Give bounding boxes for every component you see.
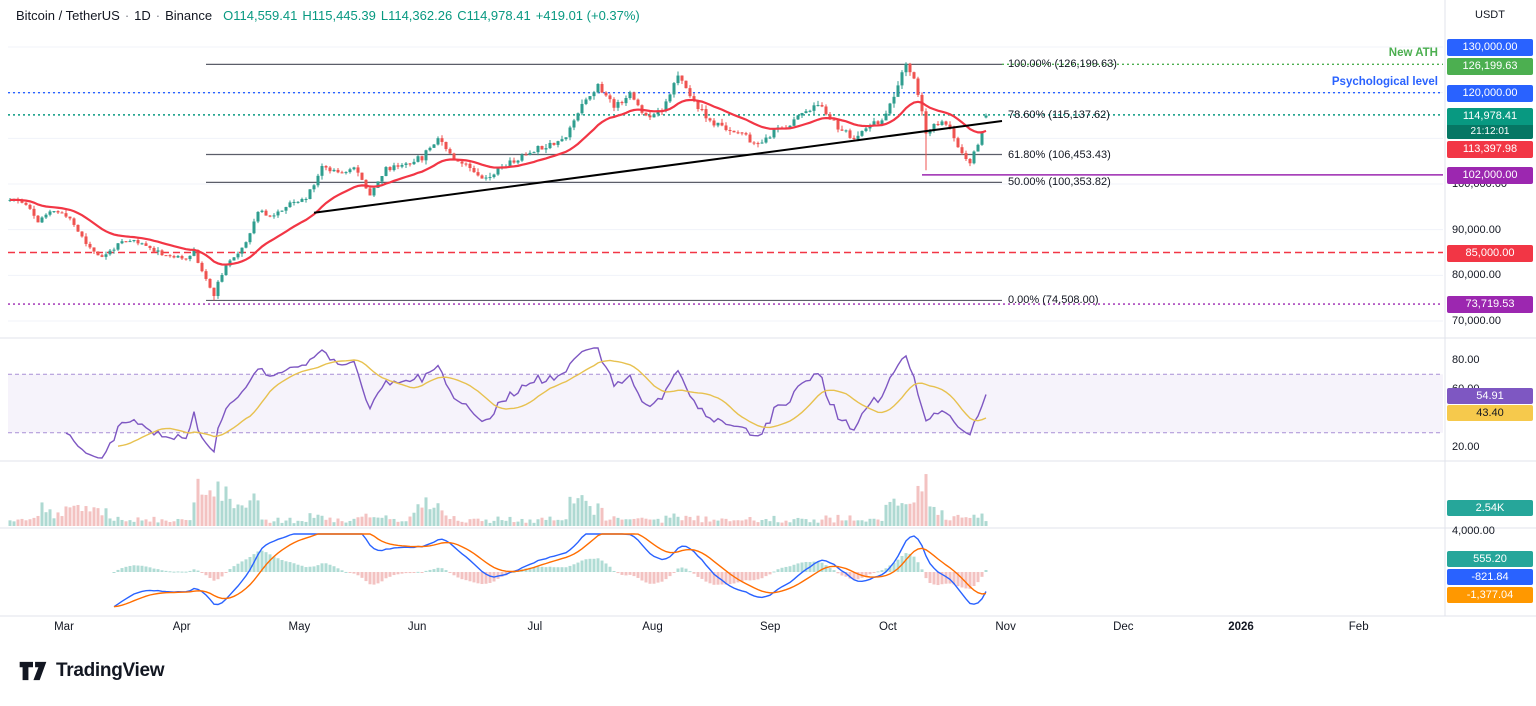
ohlc-change: +419.01 (+0.37%) bbox=[535, 7, 640, 23]
price-badge-last-price: 114,978.41 21:12:01 bbox=[1447, 107, 1533, 139]
exchange-label[interactable]: Binance bbox=[165, 7, 213, 23]
price-badge-level-130000: 130,000.00 bbox=[1447, 39, 1533, 56]
time-axis-label: Aug bbox=[642, 621, 663, 633]
interval-label[interactable]: 1D bbox=[134, 7, 151, 23]
ohlc-high: H115,445.39 bbox=[302, 7, 376, 23]
pane-separators bbox=[0, 0, 1536, 617]
annotation-new-ath[interactable]: New ATH bbox=[1388, 47, 1438, 60]
time-axis-label: Oct bbox=[878, 621, 897, 633]
price-badge-value: 73,719.53 bbox=[1465, 298, 1515, 310]
volume-pane[interactable] bbox=[8, 474, 988, 526]
ohlc-open: O114,559.41 bbox=[223, 7, 298, 23]
price-badge-value: 126,199.63 bbox=[1462, 60, 1518, 72]
header-separator2: · bbox=[155, 7, 161, 23]
time-axis-label: Nov bbox=[995, 621, 1016, 633]
macd-value-badge-0: 555.20 bbox=[1447, 551, 1533, 567]
rsi-ma-value-badge: 43.40 bbox=[1447, 405, 1533, 422]
rsi-tick: 80.00 bbox=[1452, 353, 1480, 366]
price-badge-level-73719: 73,719.53 bbox=[1447, 296, 1533, 313]
time-axis-label: May bbox=[288, 621, 311, 633]
rsi-value-badge: 54.91 bbox=[1447, 388, 1533, 405]
bar-countdown: 21:12:01 bbox=[1447, 124, 1533, 139]
price-axis-unit[interactable]: USDT bbox=[1475, 9, 1505, 21]
header-separator: · bbox=[124, 7, 130, 23]
price-badge-value: 102,000.00 bbox=[1462, 168, 1518, 181]
tradingview-footer[interactable]: TradingView bbox=[18, 658, 165, 684]
price-gridlines bbox=[8, 46, 1443, 322]
tradingview-wordmark: TradingView bbox=[56, 660, 165, 681]
time-axis-label: 2026 bbox=[1228, 621, 1254, 633]
price-badge-value: 85,000.00 bbox=[1465, 246, 1515, 259]
ohlc-low: L114,362.26 bbox=[380, 7, 453, 23]
candlestick-series bbox=[8, 62, 988, 301]
price-badge-value: 130,000.00 bbox=[1462, 41, 1518, 53]
symbol-title[interactable]: Bitcoin / TetherUS bbox=[16, 7, 120, 23]
tradingview-logo-icon bbox=[19, 661, 47, 681]
chart-header: Bitcoin / TetherUS · 1D · Binance O114,5… bbox=[0, 0, 640, 30]
price-badge-value: 114,978.41 bbox=[1462, 109, 1518, 122]
price-tick: 70,000.00 bbox=[1452, 315, 1501, 327]
time-axis-label: Dec bbox=[1113, 621, 1134, 633]
macd-value-badge-1: -821.84 bbox=[1447, 569, 1533, 585]
time-axis-label: Jul bbox=[527, 621, 543, 633]
rsi-pane[interactable] bbox=[8, 347, 1443, 459]
price-badge-value: 120,000.00 bbox=[1462, 86, 1518, 99]
annotation-psychological-level[interactable]: Psychological level bbox=[1331, 75, 1438, 88]
fib-level-label[interactable]: 50.00% (100,353.82) bbox=[1008, 176, 1111, 189]
price-badge-level-85000: 85,000.00 bbox=[1447, 244, 1533, 262]
time-axis-label: Feb bbox=[1348, 621, 1369, 633]
time-axis-label: Sep bbox=[759, 621, 781, 633]
volume-axis-tick: 4,000.00 bbox=[1452, 525, 1495, 537]
macd-pane[interactable] bbox=[112, 533, 988, 608]
price-badge-level-102000: 102,000.00 bbox=[1447, 166, 1533, 184]
price-badge-level-120000: 120,000.00 bbox=[1447, 84, 1533, 102]
trendline-drawing[interactable] bbox=[313, 119, 1003, 214]
fib-level-label[interactable]: 78.60% (115,137.62) bbox=[1008, 108, 1110, 121]
moving-average-line bbox=[9, 98, 987, 266]
price-badge-value: 113,397.98 bbox=[1462, 142, 1518, 155]
time-axis-label: Mar bbox=[54, 621, 74, 633]
fib-level-label[interactable]: 100.00% (126,199.63) bbox=[1008, 58, 1117, 71]
fib-retracement[interactable] bbox=[206, 63, 1002, 302]
rsi-tick: 20.00 bbox=[1452, 441, 1480, 454]
fib-level-label[interactable]: 61.80% (106,453.43) bbox=[1008, 148, 1111, 161]
time-axis-label: Apr bbox=[172, 621, 191, 633]
time-axis-label: Jun bbox=[407, 621, 427, 633]
ohlc-close: C114,978.41 bbox=[457, 7, 531, 23]
price-badge-level-113397: 113,397.98 bbox=[1447, 140, 1533, 158]
volume-value-badge: 2.54K bbox=[1447, 500, 1533, 516]
price-tick: 80,000.00 bbox=[1452, 269, 1501, 282]
macd-value-badge-2: -1,377.04 bbox=[1447, 587, 1533, 603]
level-lines[interactable] bbox=[8, 63, 1443, 305]
price-badge-level-new-ath: 126,199.63 bbox=[1447, 58, 1533, 75]
fib-level-label[interactable]: 0.00% (74,508.00) bbox=[1008, 294, 1099, 307]
price-tick: 90,000.00 bbox=[1452, 223, 1501, 236]
